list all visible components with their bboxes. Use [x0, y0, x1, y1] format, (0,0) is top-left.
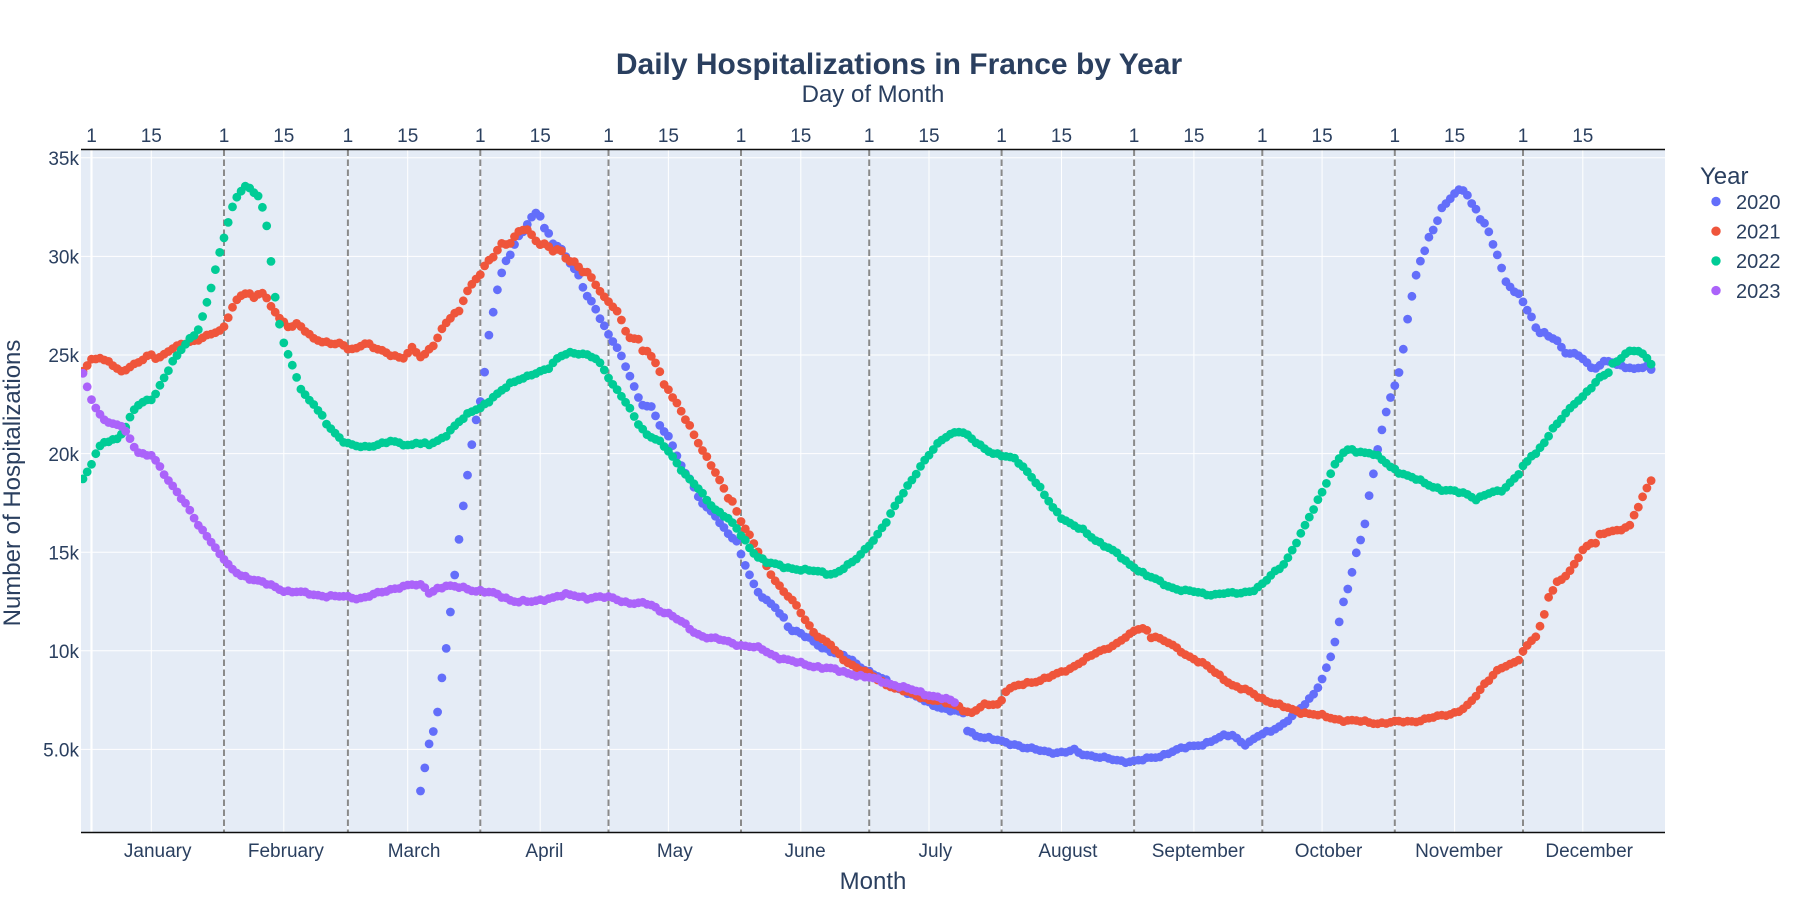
- svg-text:1: 1: [996, 126, 1007, 147]
- svg-text:Year: Year: [1700, 163, 1749, 190]
- svg-text:1: 1: [219, 126, 230, 147]
- svg-text:Daily Hospitalizations in Fran: Daily Hospitalizations in France by Year: [616, 48, 1183, 81]
- svg-text:September: September: [1152, 841, 1246, 862]
- svg-text:1: 1: [1518, 126, 1529, 147]
- svg-text:15: 15: [1051, 126, 1072, 147]
- svg-text:25k: 25k: [48, 346, 79, 367]
- svg-text:October: October: [1295, 841, 1363, 862]
- svg-text:1: 1: [736, 126, 747, 147]
- svg-text:Number of Hospitalizations: Number of Hospitalizations: [0, 340, 26, 627]
- svg-text:1: 1: [1390, 126, 1401, 147]
- svg-text:1: 1: [343, 126, 354, 147]
- svg-text:15: 15: [1444, 126, 1465, 147]
- svg-text:January: January: [124, 841, 192, 862]
- svg-text:35k: 35k: [48, 149, 79, 170]
- svg-text:November: November: [1415, 841, 1503, 862]
- svg-text:15: 15: [1572, 126, 1593, 147]
- svg-text:15: 15: [790, 126, 811, 147]
- svg-text:Day of Month: Day of Month: [802, 81, 945, 108]
- svg-text:15: 15: [530, 126, 551, 147]
- svg-text:1: 1: [864, 126, 875, 147]
- svg-text:30k: 30k: [48, 248, 79, 269]
- svg-text:15: 15: [1183, 126, 1204, 147]
- svg-text:2020: 2020: [1736, 192, 1781, 214]
- svg-text:February: February: [248, 841, 325, 862]
- svg-text:15k: 15k: [48, 543, 79, 564]
- svg-text:May: May: [657, 841, 693, 862]
- svg-text:1: 1: [86, 126, 97, 147]
- svg-text:10k: 10k: [48, 642, 79, 663]
- svg-text:15: 15: [397, 126, 418, 147]
- svg-text:15: 15: [273, 126, 294, 147]
- svg-text:March: March: [388, 841, 441, 862]
- svg-text:April: April: [525, 841, 563, 862]
- svg-text:2022: 2022: [1736, 251, 1781, 273]
- svg-text:5.0k: 5.0k: [43, 741, 79, 762]
- svg-text:July: July: [919, 841, 953, 862]
- svg-text:June: June: [784, 841, 825, 862]
- svg-text:15: 15: [658, 126, 679, 147]
- svg-text:1: 1: [1257, 126, 1268, 147]
- svg-text:2021: 2021: [1736, 222, 1781, 244]
- svg-text:15: 15: [918, 126, 939, 147]
- svg-text:August: August: [1038, 841, 1098, 862]
- svg-text:1: 1: [603, 126, 614, 147]
- svg-text:Month: Month: [840, 868, 907, 895]
- svg-text:2023: 2023: [1736, 281, 1781, 303]
- svg-text:1: 1: [1129, 126, 1140, 147]
- svg-text:1: 1: [475, 126, 486, 147]
- svg-text:December: December: [1545, 841, 1633, 862]
- svg-text:15: 15: [141, 126, 162, 147]
- svg-text:20k: 20k: [48, 445, 79, 466]
- svg-text:15: 15: [1312, 126, 1333, 147]
